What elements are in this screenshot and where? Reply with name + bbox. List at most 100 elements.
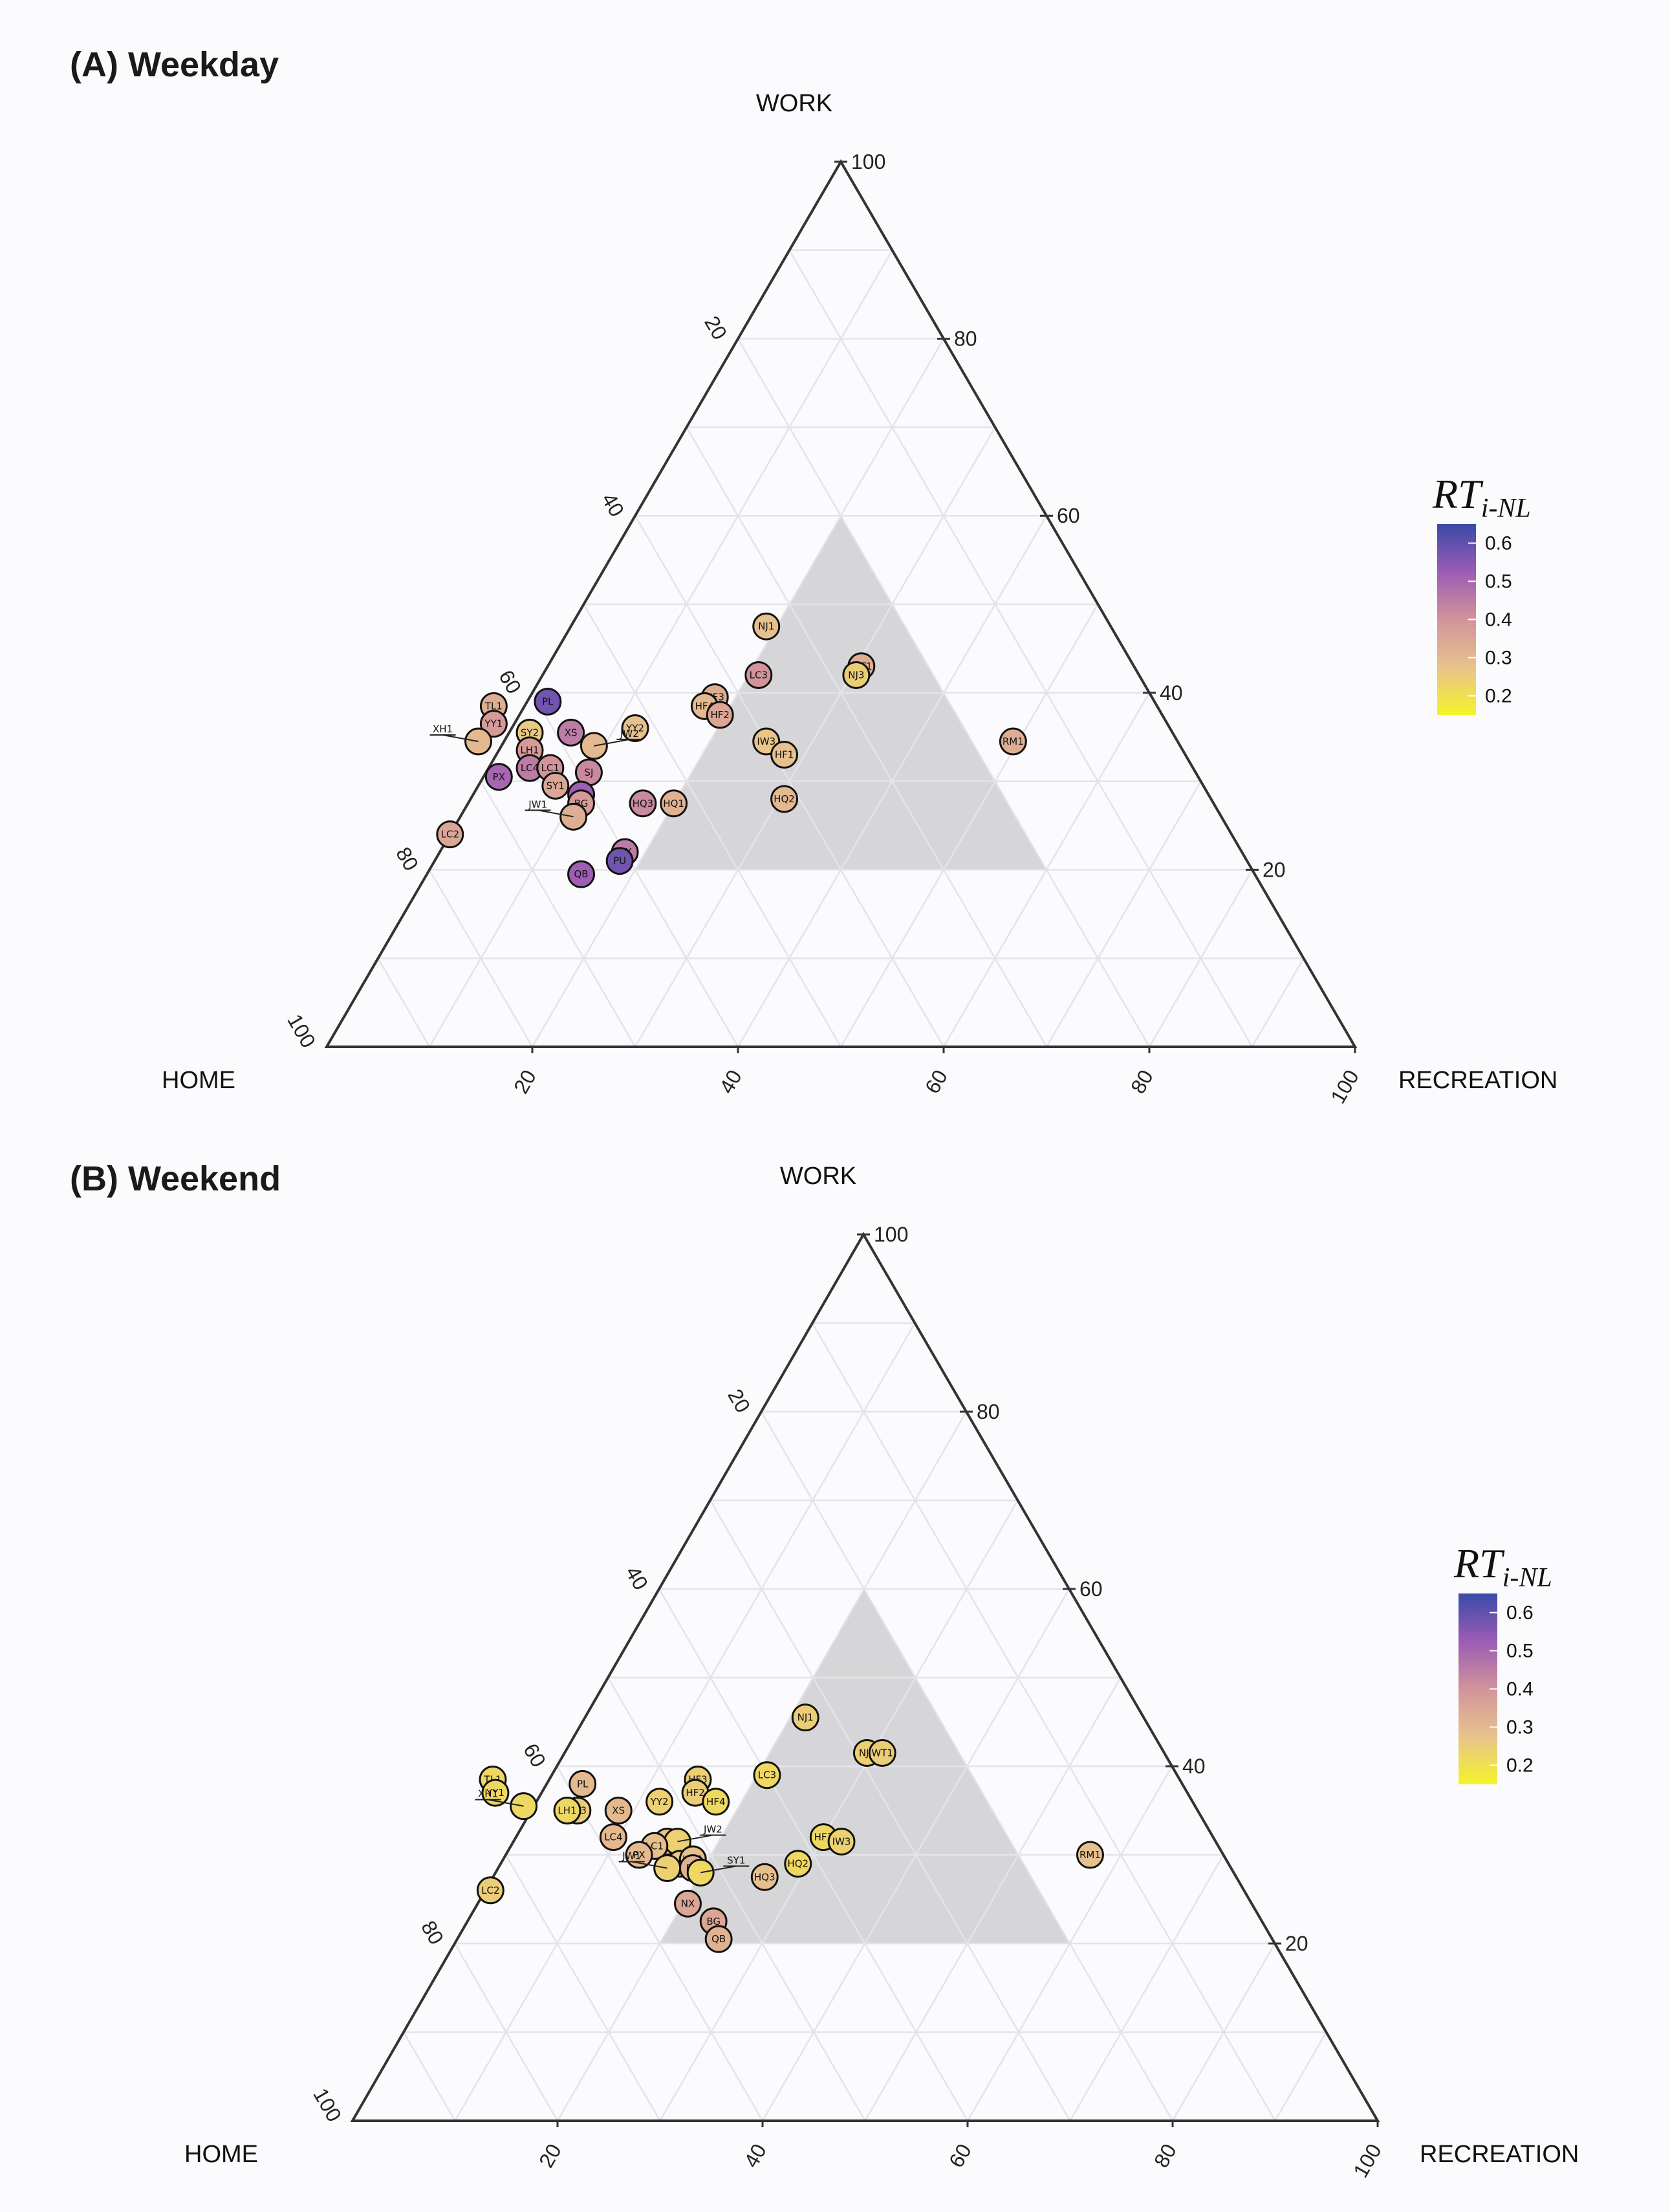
- leader-line: [488, 1799, 524, 1807]
- grid-line: [942, 692, 1151, 1047]
- data-points: NJ1WT1NJ3LC3HF3HF4HF2RM1IW3HF1HQ2PLTL1YY…: [429, 612, 1027, 888]
- data-point-yy2: YY2: [621, 714, 649, 743]
- data-point-nj1: NJ1: [752, 612, 781, 641]
- data-point-hf2: HF2: [681, 1779, 710, 1807]
- point-marker: [791, 1703, 819, 1732]
- grid-line: [1171, 1943, 1276, 2121]
- data-point-nj3: NJ3: [842, 661, 871, 689]
- legend-tick-label: 0.5: [1485, 571, 1512, 593]
- point-label: HF2: [686, 1787, 704, 1799]
- data-point-hq1: HQ1: [660, 789, 688, 818]
- data-point-hq3: HQ3: [629, 789, 657, 818]
- point-label: LC3: [750, 669, 768, 681]
- ternary-frame: [324, 159, 1358, 1048]
- point-marker: [599, 1823, 627, 1852]
- point-marker: [436, 820, 464, 849]
- point-label: HQ1: [663, 798, 684, 809]
- point-label: XS: [612, 1805, 625, 1817]
- point-marker: [569, 1769, 597, 1798]
- tick-label-recreation: 40: [715, 1066, 746, 1098]
- point-marker: [629, 789, 657, 818]
- data-point-nx: NX: [673, 1889, 702, 1918]
- point-label: LH1: [558, 1805, 576, 1817]
- leader-line: [631, 1861, 667, 1869]
- grid-line: [788, 250, 1253, 1047]
- data-point-yy2: YY2: [645, 1788, 674, 1816]
- tick-label-work: 60: [1057, 504, 1080, 527]
- grid-line: [1148, 869, 1253, 1047]
- legend-title: RTi-NL: [1432, 471, 1531, 523]
- point-marker: [706, 701, 734, 729]
- point-marker: [484, 763, 513, 791]
- grid-line: [453, 1943, 559, 2121]
- legend-tick-label: 0.6: [1485, 533, 1512, 554]
- grid-line: [1251, 958, 1305, 1047]
- grid-line: [1274, 2031, 1327, 2121]
- grid-line: [556, 1766, 764, 2121]
- point-marker: [645, 1788, 674, 1816]
- point-marker: [702, 1788, 730, 1816]
- point-marker: [770, 741, 799, 769]
- point-label: SY1: [547, 780, 565, 791]
- triangle-frame: [350, 1232, 1380, 2122]
- data-point-hq2: HQ2: [770, 785, 799, 813]
- legend-tick-label: 0.3: [1485, 648, 1512, 669]
- data-point-qb: QB: [567, 860, 596, 888]
- axis-title-home: HOME: [184, 2141, 258, 2168]
- data-point-jw2: JW2: [663, 1823, 726, 1856]
- tick-label-recreation: 40: [739, 2140, 771, 2172]
- point-marker: [621, 714, 649, 743]
- grid-line: [480, 780, 636, 1047]
- point-label: LC2: [481, 1885, 499, 1896]
- point-label: JW1: [528, 798, 547, 810]
- point-label: LC1: [541, 762, 559, 774]
- grid-line: [811, 1322, 1276, 2121]
- tick-label-recreation: 100: [1349, 2140, 1386, 2182]
- grid-line: [659, 1500, 1019, 2121]
- ternary-frame: [350, 1232, 1380, 2122]
- point-label: HF2: [710, 709, 729, 721]
- axis-title-recreation: RECREATION: [1420, 2141, 1579, 2168]
- point-label: HQ3: [633, 798, 654, 809]
- tick-label-work: 80: [954, 327, 977, 351]
- data-point-wt1: WT1: [868, 1738, 896, 1767]
- data-point-yy1: YY1: [479, 710, 508, 738]
- grid-line: [864, 1677, 1122, 2121]
- tick-label-home: 40: [597, 489, 629, 521]
- point-marker: [553, 1797, 581, 1824]
- grid-line: [504, 1854, 661, 2121]
- axis-title-home: HOME: [162, 1067, 235, 1094]
- point-marker: [842, 661, 871, 689]
- point-label: LC4: [521, 762, 539, 774]
- grid-line: [454, 1322, 916, 2121]
- point-marker: [868, 1738, 896, 1767]
- tick-label-home: 100: [309, 2084, 346, 2125]
- point-label: NJ1: [758, 620, 774, 632]
- panel-title: (B) Weekend: [70, 1159, 281, 1198]
- leader-line: [442, 734, 479, 743]
- tick-label-work: 80: [977, 1400, 1000, 1423]
- point-label: SY2: [521, 727, 539, 738]
- data-points: NJ1NJ3WT1LC3TL1PLHF3YY1HF2HF4YY2XH1SY3LH…: [475, 1703, 1104, 1953]
- point-label: SY1: [727, 1854, 745, 1866]
- point-label: WT1: [871, 1747, 893, 1758]
- data-point-xh1: XH1: [475, 1788, 538, 1821]
- point-label: YY2: [625, 723, 644, 734]
- point-marker: [784, 1850, 812, 1878]
- data-point-xh1: XH1: [429, 723, 493, 756]
- tick-label-recreation: 60: [920, 1066, 952, 1098]
- point-marker: [770, 785, 799, 813]
- point-label: XS: [565, 727, 578, 738]
- grid-line: [428, 250, 893, 1047]
- tick-label-recreation: 80: [1126, 1066, 1158, 1098]
- point-label: QB: [711, 1933, 726, 1945]
- tick-label-work: 20: [1263, 858, 1286, 881]
- point-label: PU: [613, 855, 626, 867]
- point-label: LC3: [758, 1769, 776, 1781]
- point-label: QB: [574, 868, 588, 880]
- grid-line: [1069, 1854, 1224, 2121]
- point-marker: [752, 612, 781, 641]
- data-point-xs: XS: [604, 1797, 633, 1824]
- legend-tick-label: 0.4: [1485, 609, 1512, 631]
- legend-tick-label: 0.5: [1506, 1641, 1534, 1662]
